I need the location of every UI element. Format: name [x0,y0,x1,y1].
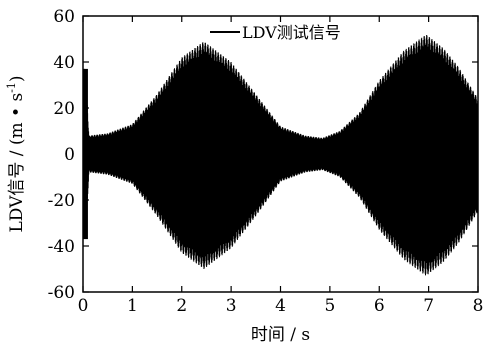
y-tick-label: 0 [64,145,75,165]
series-layer [82,34,479,276]
x-axis-title: 时间 / s [251,325,310,345]
y-tick-label: 20 [53,99,75,119]
y-axis-title-superscript: -1 [5,82,18,93]
y-axis-title: LDV信号 / (m • s-1) [5,75,27,232]
x-tick-label: 6 [374,296,385,316]
y-tick-label: 60 [53,7,75,27]
x-tick-label: 2 [176,296,187,316]
x-tick-label: 1 [127,296,138,316]
x-tick-label: 5 [324,296,335,316]
legend: LDV测试信号 [210,23,341,42]
y-tick-label: -40 [48,237,75,257]
x-tick-label: 0 [78,296,89,316]
x-tick-label: 8 [473,296,484,316]
x-tick-label: 4 [275,296,286,316]
y-tick-label: 40 [53,53,75,73]
y-axis-title-main: LDV信号 / (m • s [7,93,27,233]
legend-label-ldv: LDV测试信号 [242,23,341,42]
y-tick-label: -60 [48,283,75,303]
y-axis-title-close: ) [7,75,27,82]
y-tick-label: -20 [48,191,75,211]
x-tick-label: 3 [226,296,237,316]
ticks-layer: 0 1 2 3 4 5 6 7 8 -60 -40 -20 0 20 40 60 [48,7,484,316]
series-line-ldv [82,34,479,276]
x-tick-label: 7 [423,296,434,316]
